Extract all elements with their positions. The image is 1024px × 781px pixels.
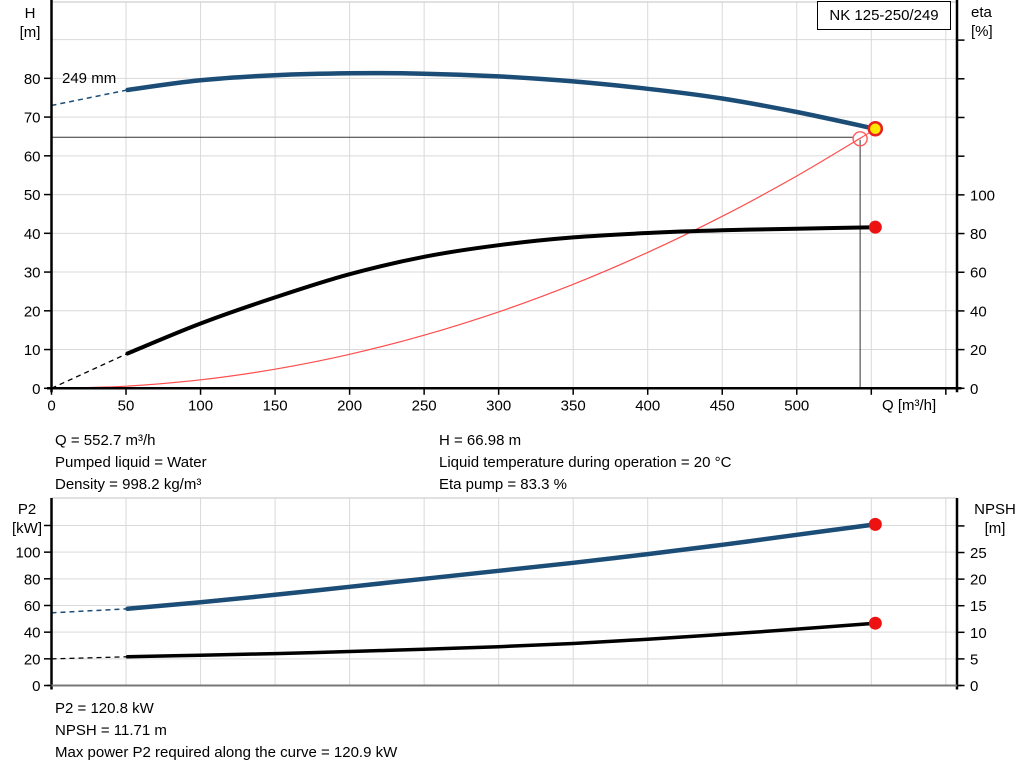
efficiency-curve bbox=[125, 225, 878, 356]
tick-label-right: 0 bbox=[970, 678, 978, 695]
curve-label-impeller-diameter: 249 mm bbox=[62, 70, 117, 87]
tick-label-right: 60 bbox=[970, 265, 987, 282]
efficiency-curve-dashed bbox=[51, 352, 128, 389]
tick-label-x: 300 bbox=[486, 397, 511, 414]
tick-label-left: 60 bbox=[24, 148, 41, 165]
info-line-max-power: Max power P2 required along the curve = … bbox=[55, 744, 398, 761]
p2-curve bbox=[125, 522, 878, 612]
tick-label-right: 20 bbox=[970, 572, 987, 589]
tick-label-x: 0 bbox=[47, 397, 55, 414]
info-line-eta: Eta pump = 83.3 % bbox=[439, 476, 567, 493]
tick-label-right: 40 bbox=[970, 303, 987, 320]
tick-label-left: 40 bbox=[24, 226, 41, 243]
head-curve bbox=[125, 70, 878, 132]
tick-label-x: 500 bbox=[784, 397, 809, 414]
tick-label-right: 100 bbox=[970, 187, 995, 204]
p2-point-marker bbox=[868, 517, 882, 531]
tick-label-x: 100 bbox=[188, 397, 213, 414]
info-line-q: Q = 552.7 m³/h bbox=[55, 432, 156, 449]
duty-point-marker bbox=[867, 121, 884, 137]
info-block-top-right: H = 66.98 m Liquid temperature during op… bbox=[439, 430, 731, 496]
info-line-h: H = 66.98 m bbox=[439, 432, 522, 449]
tick-label-left: 80 bbox=[24, 571, 41, 588]
tick-label-left: 100 bbox=[15, 545, 40, 562]
tick-label-right: 15 bbox=[970, 598, 987, 615]
tick-label-x: 50 bbox=[118, 397, 135, 414]
tick-label-x: 250 bbox=[412, 397, 437, 414]
tick-label-left: 70 bbox=[24, 110, 41, 127]
tick-label-x: 400 bbox=[635, 397, 660, 414]
npsh-curve-dashed bbox=[51, 656, 128, 660]
axis-title-p2: P2 [kW] bbox=[12, 501, 42, 537]
info-block-bottom: P2 = 120.8 kW NPSH = 11.71 m Max power P… bbox=[55, 698, 397, 764]
tick-label-right: 10 bbox=[970, 625, 987, 642]
tick-label-left: 40 bbox=[24, 625, 41, 642]
npsh-curve bbox=[125, 621, 878, 659]
tick-label-right: 80 bbox=[970, 226, 987, 243]
system-curve bbox=[50, 128, 876, 389]
tick-label-right: 5 bbox=[970, 651, 978, 668]
info-line-density: Density = 998.2 kg/m³ bbox=[55, 476, 202, 493]
tick-label-left: 10 bbox=[24, 342, 41, 359]
axis-title-q: Q [m³/h] bbox=[882, 397, 937, 414]
tick-label-left: 20 bbox=[24, 651, 41, 668]
p2-curve-dashed bbox=[51, 608, 128, 614]
axis-title-h: H [m] bbox=[19, 5, 41, 41]
info-line-temperature: Liquid temperature during operation = 20… bbox=[439, 454, 732, 471]
tick-label-left: 50 bbox=[24, 187, 41, 204]
head-curve-dashed bbox=[51, 89, 128, 107]
tick-label-right: 20 bbox=[970, 342, 987, 359]
info-line-npsh: NPSH = 11.71 m bbox=[55, 722, 167, 739]
tick-label-x: 450 bbox=[710, 397, 735, 414]
pump-name-label: NK 125-250/249 bbox=[829, 7, 939, 24]
tick-label-right: 0 bbox=[970, 381, 978, 398]
tick-label-x: 200 bbox=[337, 397, 362, 414]
tick-label-left: 0 bbox=[32, 678, 40, 695]
axis-title-npsh: NPSH [m] bbox=[974, 501, 1016, 537]
tick-label-left: 80 bbox=[24, 71, 41, 88]
info-line-p2: P2 = 120.8 kW bbox=[55, 700, 154, 717]
tick-label-left: 20 bbox=[24, 303, 41, 320]
npsh-point-marker bbox=[868, 616, 882, 630]
tick-label-left: 30 bbox=[24, 265, 41, 282]
info-line-liquid: Pumped liquid = Water bbox=[55, 454, 207, 471]
tick-label-left: 0 bbox=[32, 381, 40, 398]
tick-label-x: 350 bbox=[561, 397, 586, 414]
tick-label-x: 150 bbox=[263, 397, 288, 414]
eta-point-marker bbox=[868, 220, 882, 234]
tick-label-right: 25 bbox=[970, 545, 987, 562]
info-block-top-left: Q = 552.7 m³/h Pumped liquid = Water Den… bbox=[55, 430, 207, 496]
axis-title-eta: eta [%] bbox=[971, 4, 993, 40]
pump-name-box: NK 125-250/249 bbox=[817, 1, 951, 30]
duty-reference-circle bbox=[852, 131, 868, 147]
tick-label-left: 60 bbox=[24, 598, 41, 615]
